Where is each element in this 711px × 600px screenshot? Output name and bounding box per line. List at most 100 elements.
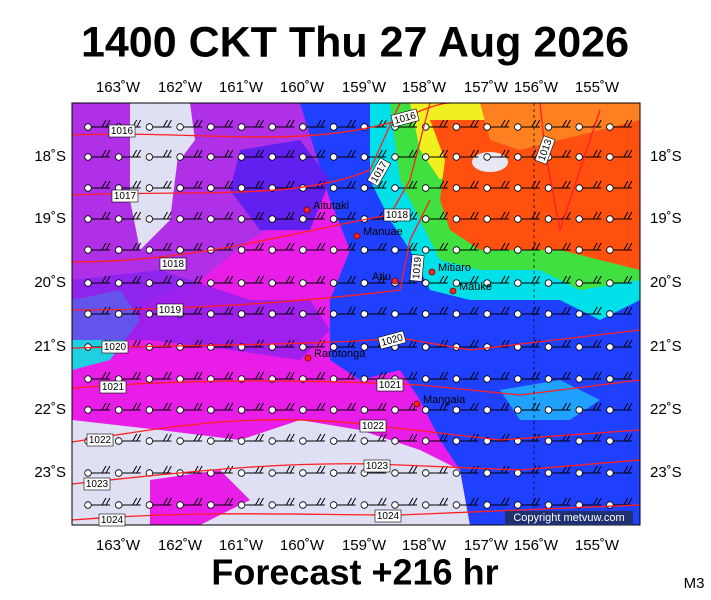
wind-station bbox=[145, 153, 154, 161]
wind-station bbox=[514, 184, 522, 192]
wind-station bbox=[145, 501, 154, 509]
wind-station bbox=[575, 375, 583, 383]
lat-label-left: 18˚S bbox=[34, 148, 66, 165]
wind-station bbox=[237, 123, 246, 131]
wind-station bbox=[360, 279, 368, 287]
lat-label-right: 22˚S bbox=[650, 401, 682, 418]
place-dot bbox=[353, 232, 361, 240]
wind-station bbox=[114, 279, 123, 287]
wind-station bbox=[452, 501, 461, 509]
wind-station bbox=[483, 343, 491, 351]
isobar-label-bg bbox=[159, 257, 187, 271]
wind-station bbox=[575, 246, 583, 254]
wind-station bbox=[84, 375, 92, 383]
isobar-value: 1019 bbox=[159, 305, 182, 316]
wind-station bbox=[360, 310, 368, 318]
wind-station bbox=[514, 501, 522, 509]
wind-station bbox=[207, 437, 215, 445]
wind-station bbox=[84, 184, 92, 192]
lon-label-top: 156˚W bbox=[514, 79, 559, 96]
lat-label-left: 21˚S bbox=[34, 338, 66, 355]
wind-station bbox=[483, 184, 491, 192]
isobar-label-bg bbox=[359, 419, 387, 433]
wind-station bbox=[268, 246, 276, 254]
isobar-label: 1019 bbox=[156, 303, 184, 317]
isobar-label-bg bbox=[83, 477, 111, 491]
wind-station bbox=[452, 215, 461, 223]
wind-station bbox=[606, 469, 614, 477]
wind-station bbox=[422, 406, 430, 414]
isobar-value: 1018 bbox=[162, 259, 185, 270]
wind-station bbox=[237, 153, 246, 161]
isobar-label: 1020 bbox=[377, 330, 407, 350]
isobar-line bbox=[72, 379, 640, 396]
isobar-label: 1024 bbox=[98, 513, 126, 527]
place-dot bbox=[304, 354, 312, 362]
isobar-label-bg bbox=[98, 513, 126, 527]
wind-station bbox=[145, 246, 154, 254]
isobar-value: 1017 bbox=[114, 191, 137, 202]
wind-station bbox=[606, 153, 614, 161]
wind-station bbox=[207, 279, 215, 287]
wind-station bbox=[176, 501, 184, 509]
lon-label-bottom: 158˚W bbox=[402, 537, 447, 554]
wind-station bbox=[268, 406, 276, 414]
wind-station bbox=[299, 310, 307, 318]
isobar-label-bg bbox=[156, 303, 184, 317]
wind-station bbox=[514, 279, 522, 287]
wind-station bbox=[575, 310, 583, 318]
isobar-value: 1016 bbox=[111, 126, 134, 137]
wind-station bbox=[575, 123, 583, 131]
wind-station bbox=[237, 406, 246, 414]
wind-station bbox=[422, 184, 430, 192]
wind-station bbox=[114, 406, 123, 414]
isobar-label: 1016 bbox=[108, 124, 136, 138]
wind-station bbox=[114, 469, 123, 477]
lon-label-top: 159˚W bbox=[342, 79, 387, 96]
wind-station bbox=[422, 375, 430, 383]
wind-station bbox=[452, 123, 461, 131]
wind-station bbox=[207, 153, 215, 161]
isobar-label-bg bbox=[377, 330, 407, 350]
wind-station bbox=[483, 246, 491, 254]
isobar-line bbox=[72, 199, 431, 311]
wind-station bbox=[176, 215, 184, 223]
wind-station bbox=[452, 375, 461, 383]
isobar-label: 1016 bbox=[390, 108, 420, 128]
wind-station bbox=[145, 406, 154, 414]
wind-station bbox=[329, 406, 338, 414]
wind-station bbox=[329, 246, 338, 254]
wind-station bbox=[84, 153, 92, 161]
isobar-label-bg bbox=[534, 135, 556, 165]
wind-station bbox=[514, 215, 522, 223]
isobar-value: 1021 bbox=[379, 380, 402, 391]
wind-station bbox=[606, 437, 614, 445]
wind-station bbox=[176, 153, 184, 161]
lat-label-left: 23˚S bbox=[34, 464, 66, 481]
wind-station bbox=[237, 279, 246, 287]
wind-station bbox=[299, 123, 307, 131]
lon-label-bottom: 155˚W bbox=[575, 537, 620, 554]
wind-station bbox=[176, 246, 184, 254]
wind-station bbox=[299, 153, 307, 161]
wind-station bbox=[360, 501, 368, 509]
isobar-label: 1023 bbox=[363, 459, 391, 473]
place-dot bbox=[391, 277, 399, 285]
isobar-label: 1021 bbox=[99, 380, 127, 394]
wind-station bbox=[452, 469, 461, 477]
place-name: Mangaia bbox=[423, 394, 466, 406]
wind-station bbox=[268, 469, 276, 477]
wind-station bbox=[145, 437, 154, 445]
wind-station bbox=[84, 501, 92, 509]
wind-station bbox=[422, 501, 430, 509]
isobar-label-bg bbox=[390, 108, 420, 128]
isobar-line bbox=[72, 103, 431, 263]
wind-station bbox=[84, 246, 92, 254]
isobar-label: 1020 bbox=[101, 340, 129, 354]
wind-station bbox=[114, 310, 123, 318]
wind-station bbox=[514, 123, 522, 131]
wind-station bbox=[422, 246, 430, 254]
isobar-label: 1023 bbox=[83, 477, 111, 491]
isobar-label-bg bbox=[101, 340, 129, 354]
wind-station bbox=[483, 279, 491, 287]
